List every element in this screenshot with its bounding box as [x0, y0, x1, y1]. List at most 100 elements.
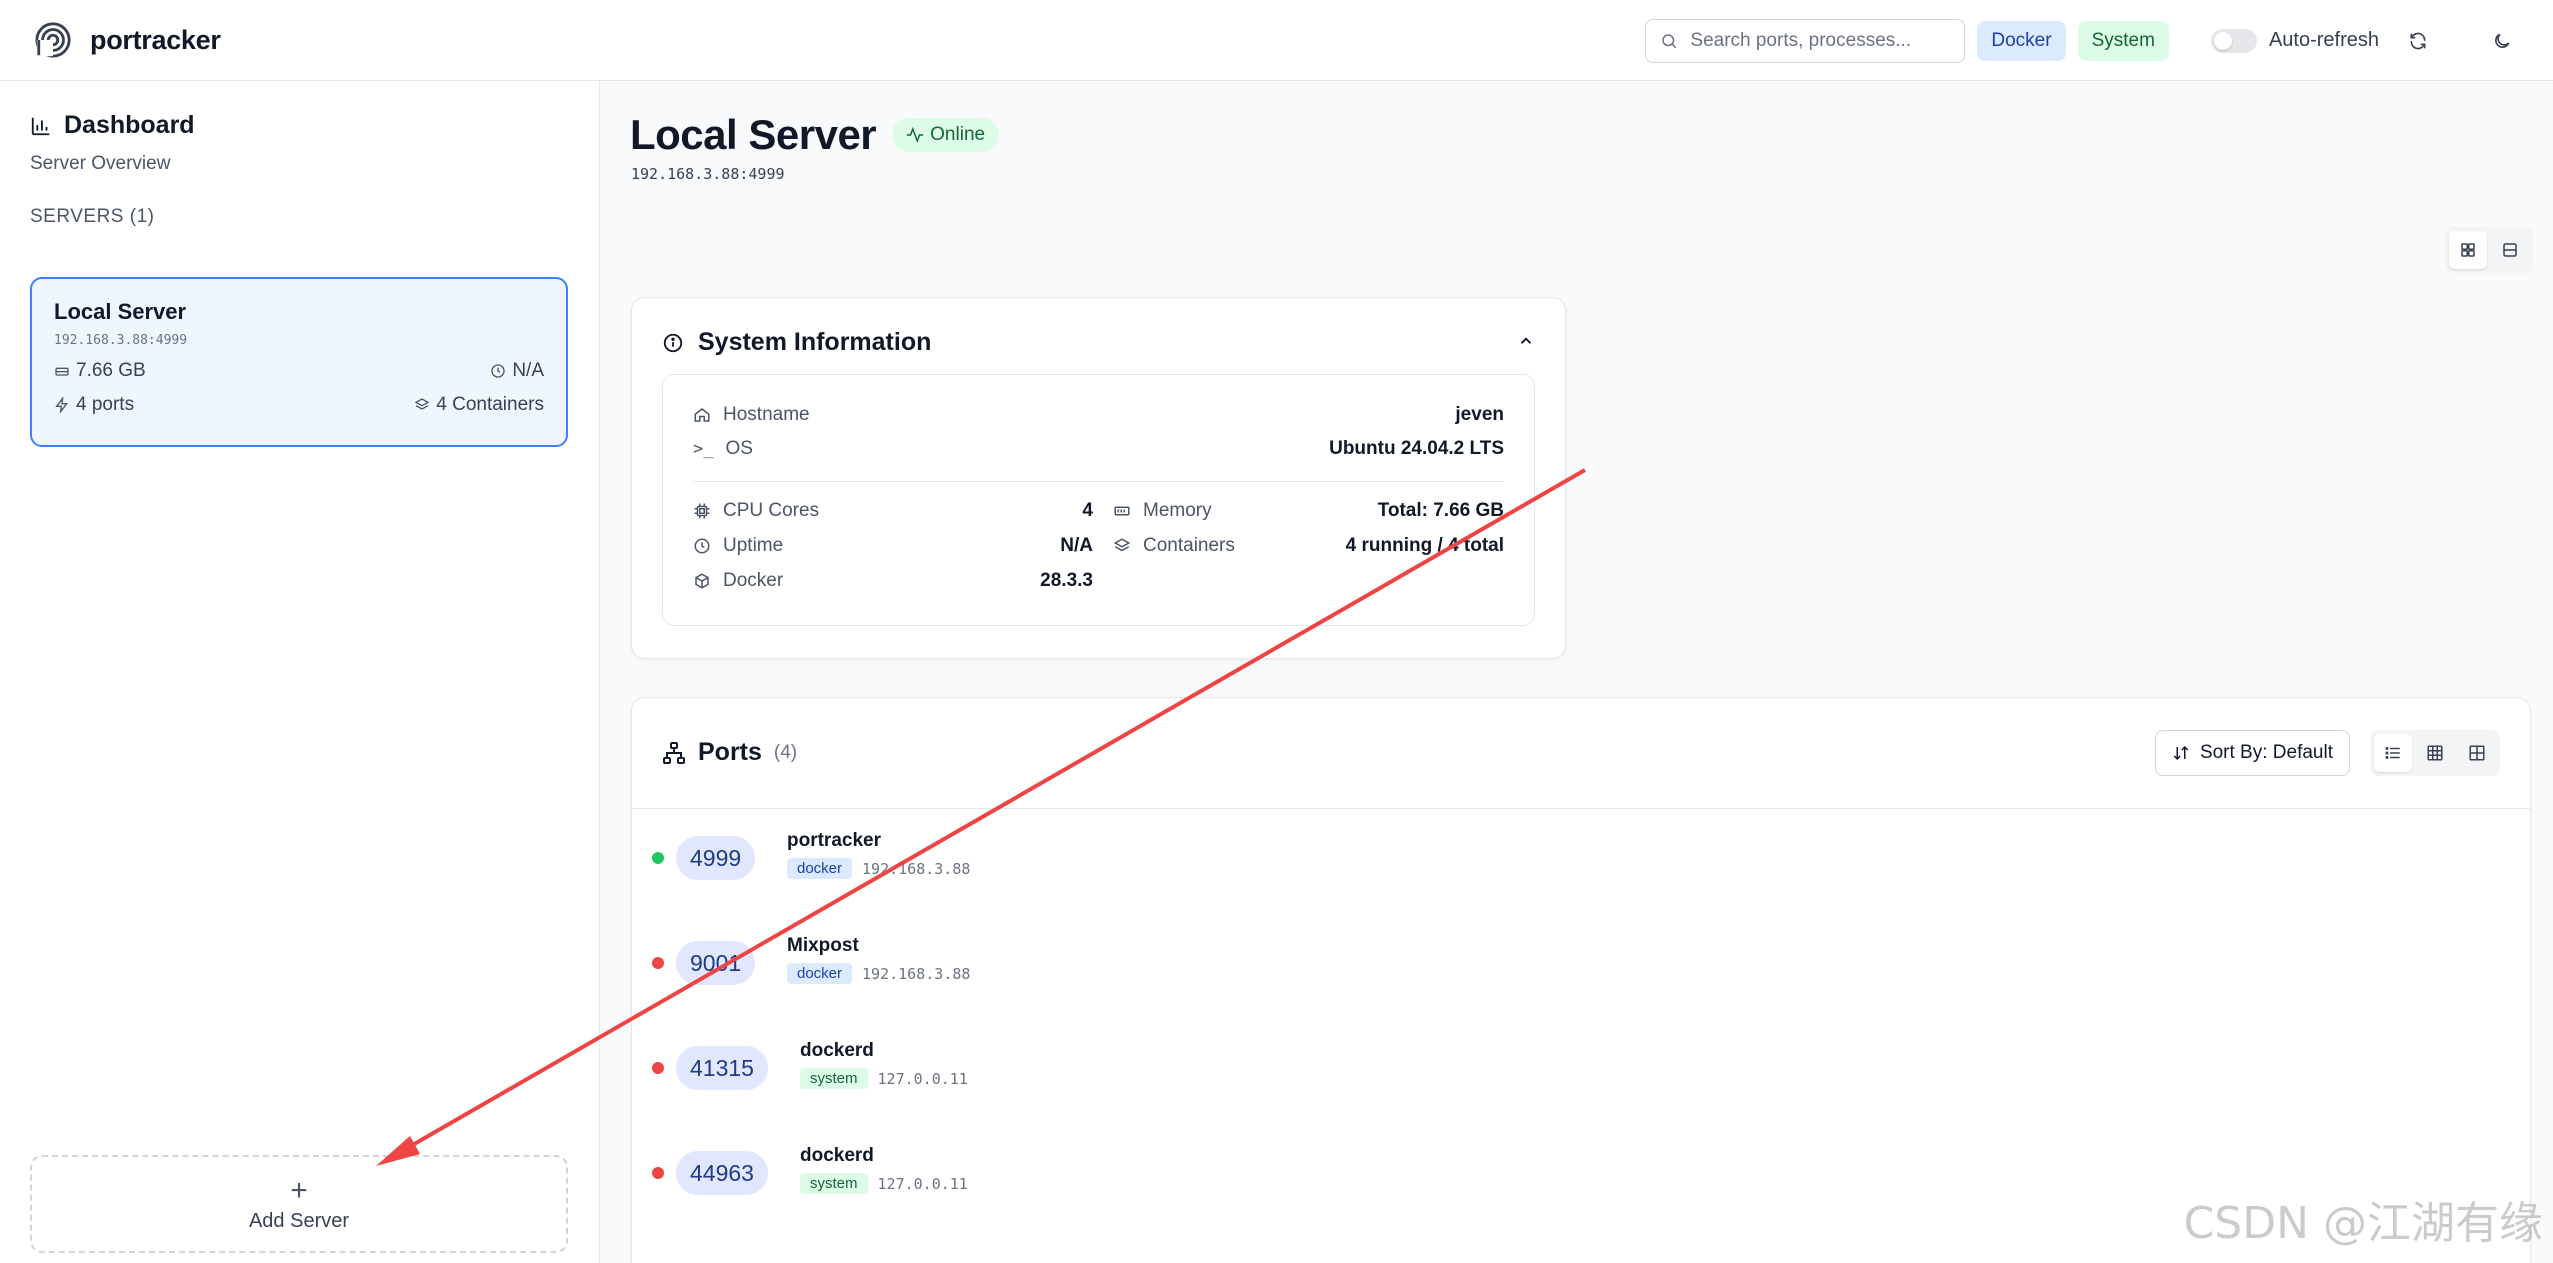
- containers-row: Containers 4 running / 4 total: [1113, 532, 1504, 560]
- divider: [693, 481, 1504, 482]
- ports-card: Ports (4) Sort By: Default 4999 portrack…: [631, 697, 2531, 1263]
- clock-icon: [694, 538, 710, 554]
- status-dot: [652, 957, 664, 969]
- dashboard-title: Dashboard: [64, 111, 195, 139]
- search-icon: [1662, 33, 1677, 48]
- host-ip: 127.0.0.11: [877, 1069, 968, 1088]
- server-memory: 7.66 GB: [76, 360, 146, 381]
- auto-refresh-toggle-group[interactable]: Auto-refresh: [2210, 28, 2379, 53]
- port-row[interactable]: 41315 dockerd system 127.0.0.11: [652, 1038, 968, 1098]
- hard-drive-icon: [55, 367, 69, 376]
- grid-icon: [2461, 243, 2475, 257]
- server-name: Local Server: [54, 299, 187, 324]
- divider: [632, 808, 2530, 809]
- split-icon: [2503, 243, 2517, 257]
- info-icon: [663, 333, 683, 352]
- memory-label: Memory: [1143, 500, 1212, 521]
- server-ports: 4 ports: [76, 394, 135, 415]
- sidebar: Dashboard Server Overview SERVERS (1) Lo…: [0, 81, 600, 1263]
- portracker-logo-icon: [35, 22, 71, 58]
- view-mode-switch: [2445, 227, 2533, 273]
- server-uptime: N/A: [512, 360, 544, 381]
- refresh-button[interactable]: [2397, 20, 2439, 62]
- filter-system-button[interactable]: System: [2077, 20, 2169, 61]
- filter-docker-button[interactable]: Docker: [1977, 20, 2066, 61]
- docker-row: Docker 28.3.3: [693, 567, 1093, 595]
- add-server-label: Add Server: [248, 1209, 350, 1232]
- cpu-icon: [694, 503, 710, 519]
- uptime-row: Uptime N/A: [693, 532, 1093, 560]
- port-number[interactable]: 4999: [676, 836, 756, 880]
- system-info-panel: Hostname jeven >_ OS Ubuntu 24.04.2 LTS …: [662, 374, 1535, 626]
- collapse-button[interactable]: [1517, 332, 1535, 355]
- os-value: Ubuntu 24.04.2 LTS: [1329, 438, 1504, 459]
- server-card-local[interactable]: Local Server 192.168.3.88:4999 7.66 GB N…: [30, 277, 568, 447]
- system-info-title: System Information: [698, 328, 932, 356]
- ports-count: (4): [773, 741, 798, 763]
- split-view-button[interactable]: [2491, 231, 2529, 269]
- theme-toggle-button[interactable]: [2481, 20, 2523, 62]
- status-dot: [652, 1167, 664, 1179]
- list-view-button[interactable]: [2374, 734, 2412, 772]
- auto-refresh-toggle[interactable]: [2210, 28, 2257, 53]
- port-row[interactable]: 44963 dockerd system 127.0.0.11: [652, 1143, 968, 1203]
- system-info-card: System Information Hostname jeven >_ OS …: [631, 297, 1566, 659]
- home-icon: [694, 408, 710, 422]
- status-text: Online: [930, 124, 986, 145]
- uptime-value: N/A: [1060, 535, 1093, 556]
- source-tag: docker: [787, 858, 853, 879]
- table-icon: [2469, 745, 2485, 761]
- cpu-row: CPU Cores 4: [693, 497, 1093, 525]
- memory-icon: [1114, 506, 1130, 516]
- port-row[interactable]: 9001 Mixpost docker 192.168.3.88: [652, 933, 970, 993]
- cpu-value: 4: [1082, 500, 1093, 521]
- sort-button[interactable]: Sort By: Default: [2154, 730, 2350, 776]
- search-box[interactable]: [1645, 18, 1966, 63]
- hostname-label: Hostname: [723, 404, 810, 425]
- status-dot: [652, 852, 664, 864]
- source-tag: system: [800, 1068, 868, 1089]
- refresh-icon: [2410, 32, 2426, 49]
- table-view-button[interactable]: [2416, 734, 2454, 772]
- moon-icon: [2495, 33, 2510, 48]
- server-address: 192.168.3.88:4999: [54, 333, 188, 348]
- port-number[interactable]: 44963: [676, 1151, 768, 1195]
- activity-icon: [906, 126, 924, 144]
- watermark: CSDN @江湖有缘: [2183, 1198, 2543, 1249]
- port-number[interactable]: 41315: [676, 1046, 768, 1090]
- ports-title: Ports: [698, 738, 762, 766]
- box-icon: [695, 573, 709, 589]
- table-alt-view-button[interactable]: [2458, 734, 2496, 772]
- search-input[interactable]: [1690, 29, 1941, 52]
- source-tag: system: [800, 1173, 868, 1194]
- process-name: portracker: [787, 830, 881, 851]
- sort-label: Sort By: Default: [2199, 742, 2333, 763]
- os-row: >_ OS Ubuntu 24.04.2 LTS: [693, 435, 1504, 463]
- containers-label: Containers: [1143, 535, 1235, 556]
- port-row[interactable]: 4999 portracker docker 192.168.3.88: [652, 828, 970, 888]
- list-icon: [2385, 747, 2400, 759]
- ports-layout-switch: [2370, 730, 2500, 776]
- sort-icon: [2173, 745, 2189, 761]
- network-icon: [663, 741, 685, 764]
- host-ip: 127.0.0.11: [877, 1174, 968, 1193]
- app-name: portracker: [90, 24, 221, 55]
- source-tag: docker: [787, 963, 853, 984]
- zap-icon: [55, 397, 68, 413]
- brand[interactable]: portracker: [34, 21, 221, 59]
- add-server-button[interactable]: + Add Server: [30, 1155, 568, 1253]
- dashboard-link[interactable]: Dashboard: [30, 111, 195, 140]
- hostname-row: Hostname jeven: [693, 401, 1504, 429]
- bar-chart-icon: [31, 117, 50, 135]
- port-number[interactable]: 9001: [676, 941, 756, 985]
- grid-view-button[interactable]: [2449, 231, 2487, 269]
- page-title: Local Server: [630, 111, 877, 158]
- hostname-value: jeven: [1455, 404, 1504, 425]
- process-name: Mixpost: [787, 935, 859, 956]
- clock-icon: [491, 364, 505, 378]
- cpu-label: CPU Cores: [723, 500, 820, 521]
- chevron-up-icon: [1520, 337, 1532, 344]
- servers-section-label: SERVERS (1): [30, 206, 155, 227]
- docker-value: 28.3.3: [1040, 570, 1093, 591]
- host-ip: 192.168.3.88: [862, 859, 971, 878]
